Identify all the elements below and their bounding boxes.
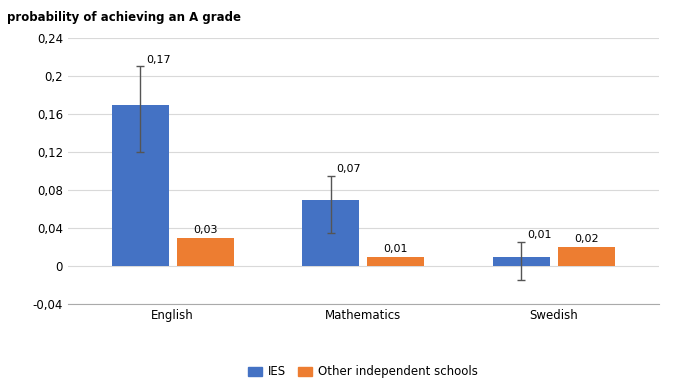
Text: 0,02: 0,02 [574, 234, 598, 244]
Text: 0,07: 0,07 [337, 164, 361, 174]
Bar [177, 238, 234, 266]
Text: probability of achieving an A grade: probability of achieving an A grade [7, 11, 241, 24]
Bar [557, 247, 614, 266]
Bar [112, 105, 169, 266]
Bar [493, 256, 550, 266]
Bar [367, 256, 424, 266]
Bar [302, 200, 359, 266]
Legend: IES, Other independent schools: IES, Other independent schools [244, 361, 483, 380]
Text: 0,01: 0,01 [527, 230, 551, 240]
Text: 0,01: 0,01 [384, 244, 408, 254]
Text: 0,17: 0,17 [146, 55, 170, 65]
Text: 0,03: 0,03 [193, 225, 217, 234]
